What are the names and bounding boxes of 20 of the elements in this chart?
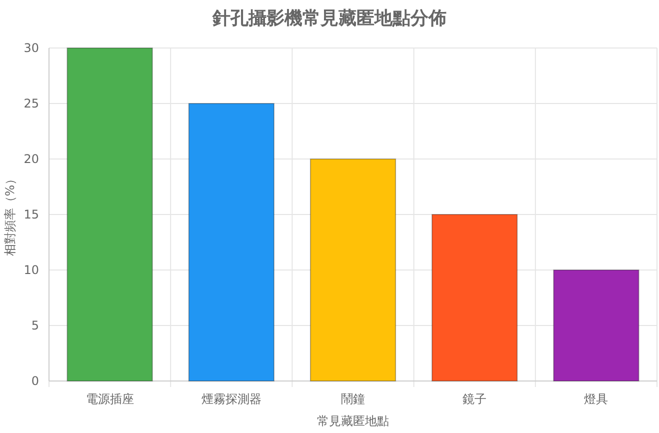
bar	[188, 103, 274, 382]
bar	[310, 158, 396, 382]
y-tick-label: 0	[31, 374, 39, 388]
x-tick-label: 鬧鐘	[341, 392, 365, 406]
y-tick-label: 10	[24, 263, 39, 277]
y-tick-label: 25	[24, 96, 39, 110]
x-tick-label: 電源插座	[86, 392, 134, 406]
x-tick-label: 燈具	[584, 392, 608, 406]
y-tick-label: 5	[31, 318, 39, 332]
y-axis-title: 相對頻率（%）	[3, 172, 17, 256]
bar	[66, 48, 153, 382]
x-axis-title: 常見藏匿地點	[317, 414, 389, 428]
chart-title: 針孔攝影機常見藏匿地點分佈	[212, 8, 446, 29]
bar	[553, 270, 640, 382]
x-tick-label: 煙霧探測器	[201, 392, 262, 406]
y-tick-label: 20	[24, 152, 39, 166]
x-tick-label: 鏡子	[462, 392, 487, 406]
y-tick-label: 15	[24, 208, 39, 222]
y-tick-label: 30	[24, 41, 39, 55]
bar	[432, 214, 518, 382]
